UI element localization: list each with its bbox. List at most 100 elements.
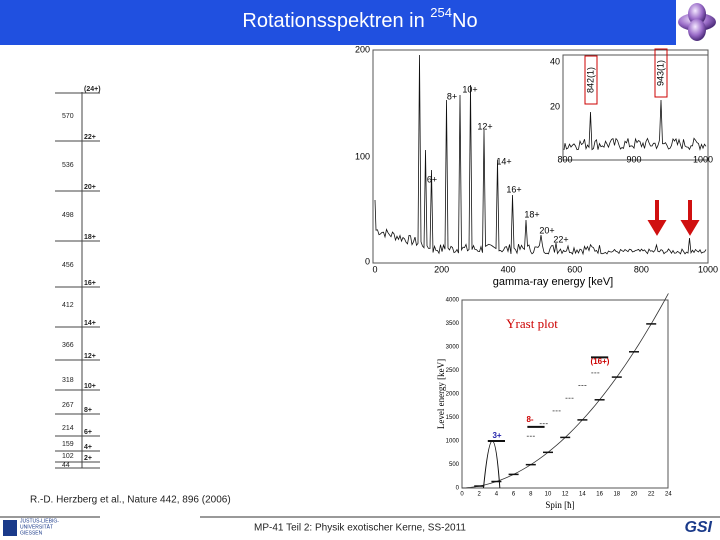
spin-label: 8+	[84, 407, 92, 414]
transition-energy: 267	[62, 402, 74, 409]
title-suffix: No	[452, 10, 478, 32]
spectrum-trace	[374, 54, 707, 256]
x-tick-label: 800	[634, 264, 649, 274]
x-tick-label: 400	[501, 264, 516, 274]
inset-y-tick: 40	[550, 56, 560, 66]
x-tick-label: 1000	[698, 264, 718, 274]
transition-energy: 102	[62, 453, 74, 460]
spin-label: 18+	[84, 234, 96, 241]
transition-energy: 498	[62, 212, 74, 219]
yrast-title: Yrast plot	[506, 316, 558, 331]
y-tick-label: 0	[456, 486, 460, 492]
gsi-logo: GSI	[684, 519, 712, 536]
spin-label: 20+	[84, 184, 96, 191]
slide-title: Rotationsspektren in 254No	[242, 5, 477, 32]
inset-peak-label: 842(1)	[585, 67, 595, 93]
inset-y-tick: 20	[550, 101, 560, 111]
x-tick-label: 12	[562, 492, 569, 498]
y-tick-label: 4000	[446, 298, 460, 304]
y-tick-label: 1500	[446, 415, 460, 421]
peak-label: 6+	[427, 174, 437, 184]
y-tick-label: 1000	[446, 439, 460, 445]
y-tick-label: 2500	[446, 368, 460, 374]
peak-label: 10+	[462, 84, 477, 94]
x-tick-label: 0	[460, 492, 464, 498]
transition-energy: 570	[62, 113, 74, 120]
x-tick-label: 16	[596, 492, 603, 498]
band-label: 3+	[492, 431, 501, 440]
spin-label: 22+	[84, 134, 96, 141]
spin-label: 16+	[84, 280, 96, 287]
y-tick-label: 100	[355, 151, 370, 161]
citation: R.-D. Herzberg et al., Nature 442, 896 (…	[30, 495, 231, 506]
inset-x-tick: 800	[557, 154, 572, 164]
peak-label: 12+	[477, 121, 492, 131]
title-superscript: 254	[430, 5, 452, 20]
red-arrow	[680, 200, 700, 236]
spin-label: 2+	[84, 455, 92, 462]
x-tick-label: 24	[665, 492, 672, 498]
peak-label: 22+	[553, 234, 568, 244]
inset-label-box	[654, 48, 668, 98]
y-tick-label: 0	[365, 256, 370, 266]
x-tick-label: 2	[478, 492, 482, 498]
peak-label: 8+	[447, 91, 457, 101]
y-tick-label: 3000	[446, 345, 460, 351]
peak-label: 16+	[506, 184, 521, 194]
transition-energy: 318	[62, 377, 74, 384]
transition-energy: 536	[62, 162, 74, 169]
x-tick-label: 10	[545, 492, 552, 498]
transition-energy: 366	[62, 342, 74, 349]
y-tick-label: 2000	[446, 392, 460, 398]
peak-label: 20+	[539, 225, 554, 235]
transition-energy: 214	[62, 425, 74, 432]
inset-peak-label: 943(1)	[655, 60, 665, 86]
spin-label: (24+)	[84, 86, 101, 93]
inset-x-tick: 900	[626, 154, 641, 164]
y-axis-label: Level energy [keV]	[436, 359, 446, 429]
uni-logo-text: JUSTUS-LIEBIG-	[20, 518, 59, 524]
x-tick-label: 8	[529, 492, 533, 498]
spin-label: 14+	[84, 320, 96, 327]
title-text: Rotationsspektren in	[242, 10, 430, 32]
transition-energy: 44	[62, 462, 70, 469]
x-tick-label: 18	[613, 492, 620, 498]
band-label: (16+)	[591, 357, 610, 366]
x-tick-label: 200	[434, 264, 449, 274]
uni-logo-text: GIESSEN	[20, 530, 43, 536]
x-tick-label: 22	[648, 492, 655, 498]
band-label: 8-	[526, 415, 533, 424]
transition-energy: 412	[62, 302, 74, 309]
y-tick-label: 3500	[446, 321, 460, 327]
x-tick-label: 0	[372, 264, 377, 274]
x-tick-label: 14	[579, 492, 586, 498]
yrast-curve	[461, 293, 669, 489]
inset-x-tick: 1000	[693, 154, 713, 164]
spin-label: 10+	[84, 383, 96, 390]
footer-text: MP-41 Teil 2: Physik exotischer Kerne, S…	[254, 523, 466, 534]
x-tick-label: 6	[512, 492, 516, 498]
y-tick-label: 500	[449, 462, 460, 468]
uni-logo-mark	[3, 520, 17, 536]
x-tick-label: 20	[631, 492, 638, 498]
peak-label: 14+	[496, 156, 511, 166]
logo-sphere	[678, 3, 716, 41]
uni-logo-text: UNIVERSITÄT	[20, 523, 53, 530]
inset-trace	[563, 99, 707, 151]
title-bar	[0, 0, 676, 45]
x-tick-label: 600	[567, 264, 582, 274]
spin-label: 6+	[84, 429, 92, 436]
inset-label-box	[584, 55, 598, 105]
spin-label: 4+	[84, 444, 92, 451]
x-tick-label: 4	[495, 492, 499, 498]
y-tick-label: 200	[355, 44, 370, 54]
red-arrow	[647, 200, 667, 236]
transition-energy: 456	[62, 262, 74, 269]
yrast-frame	[461, 299, 669, 489]
spin-label: 12+	[84, 353, 96, 360]
peak-label: 18+	[524, 209, 539, 219]
transition-energy: 159	[62, 441, 74, 448]
